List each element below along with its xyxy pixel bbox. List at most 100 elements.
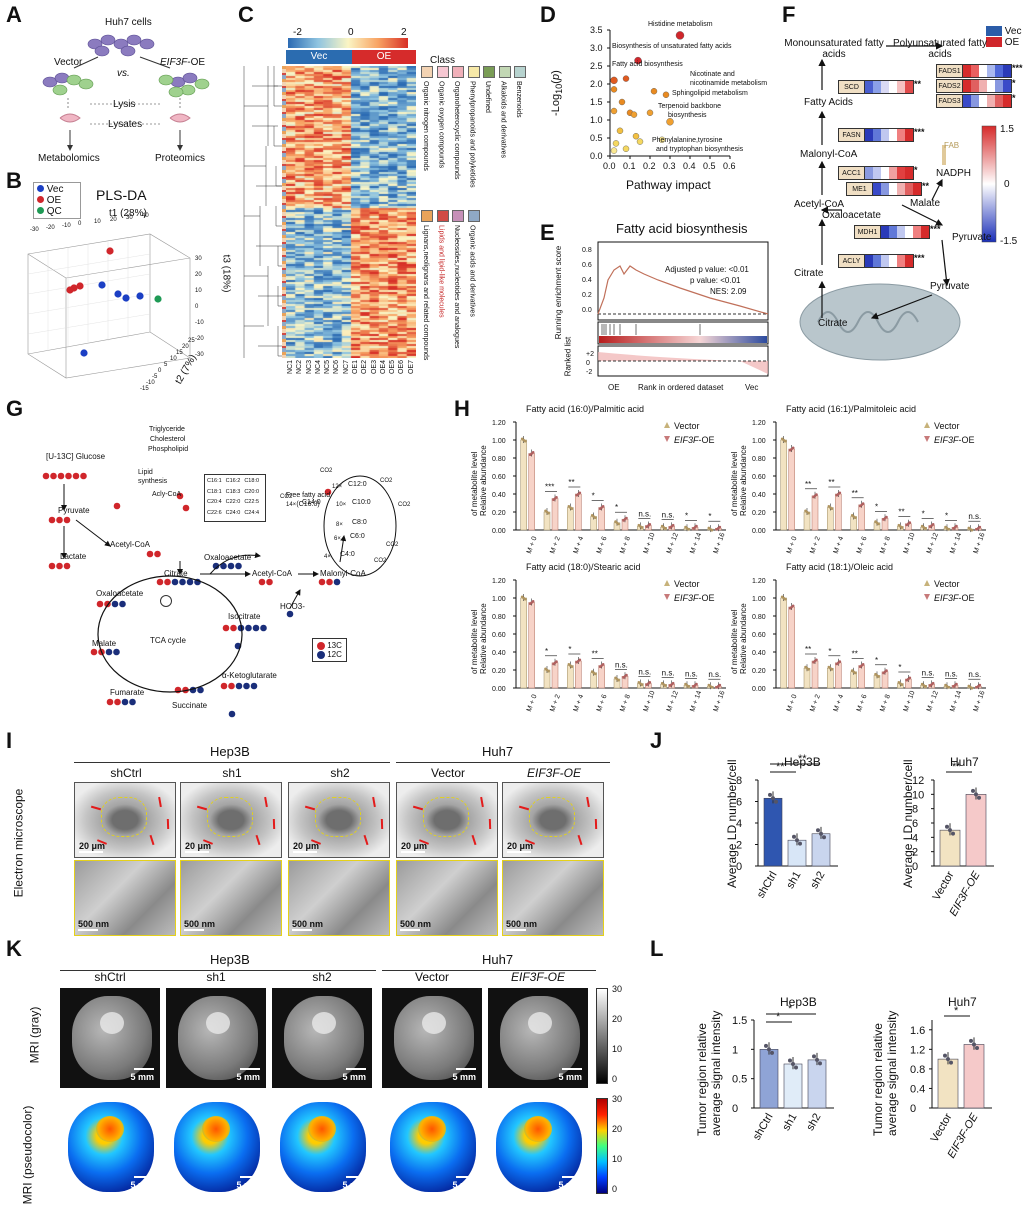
g-citrate-carbon (186, 578, 194, 586)
h-xtick-label: M + 14 (949, 690, 963, 713)
h-sig-label: * (898, 663, 901, 672)
h-dot-vector (830, 507, 834, 510)
k-mri-gray-organ (72, 996, 152, 1080)
h-sig-label: ** (852, 489, 858, 498)
k-cbar-tick-pseudo: 10 (612, 1154, 623, 1164)
j-bar-charts: Average LD number/cell Average LD number/… (725, 753, 994, 918)
h-xtick-label: M + 8 (619, 694, 632, 713)
h-dot-vector (970, 687, 974, 690)
h-dot-oe (578, 491, 582, 495)
k-row1-label: MRI (gray) (27, 1006, 42, 1064)
j-hep3b-ytick-label: 6 (736, 797, 742, 809)
h-xtick-label: M + 6 (596, 536, 609, 555)
g-acetyl2-carbon (258, 578, 266, 586)
h-xtick-label: M + 16 (973, 690, 987, 713)
g-glucose-carbon (50, 472, 57, 480)
l-huh7-dot (969, 1038, 973, 1043)
i-scale-label: 20 μm (401, 841, 428, 851)
h-sig-label: n.s. (922, 668, 935, 677)
h-dot-oe (885, 669, 888, 672)
j-hep3b-ytick-label: 2 (736, 840, 742, 852)
e-xlabel: Rank in ordered dataset (638, 383, 724, 392)
h-xtick-label: M + 14 (689, 690, 703, 713)
g-acyl: Acly-CoA (152, 491, 182, 498)
f-gene-cell (987, 95, 995, 107)
d-xtick-label: 0.0 (603, 161, 616, 171)
e-title: Fatty acid biosynthesis (616, 221, 748, 236)
j-hep3b-dot (792, 834, 796, 839)
h-bar-oe (811, 660, 819, 689)
c-classes-bottom: Lignans,neolignans and related compounds… (421, 210, 531, 360)
k-scalebar (134, 1176, 154, 1178)
k-mri-tumor (422, 1012, 446, 1034)
h-bar-charts: Fatty acid (16:0)/Palmitic acid 0.00 0.20 0… (470, 404, 987, 713)
j-huh7-ytick-label: 8 (912, 804, 918, 816)
g-chain-entry: C22:5 (244, 499, 260, 505)
g-chain-count: 6× (334, 536, 341, 542)
k-scalebar (562, 1068, 582, 1070)
c-class-swatch (514, 66, 526, 78)
h-sig-label: ** (805, 645, 811, 654)
h-dot-vector (617, 678, 620, 682)
g-fumarate: Fumarate (110, 688, 145, 697)
f-gene-cell (881, 255, 889, 267)
j-huh7-dot (974, 792, 978, 797)
f-gene-cell (971, 80, 979, 92)
k-cbar-tick-gray: 20 (612, 1014, 623, 1024)
d-annotation: Terpenoid backbone (658, 103, 721, 110)
d-ytick-label: 0.0 (590, 151, 603, 161)
panel-label-b: B (6, 168, 22, 193)
d-pathway-chart: 0.0 0.1 0.2 0.3 0.4 0.5 0.6 0.0 0.5 1.0 1.5 2.0 2.5 3… (590, 21, 767, 171)
h-dot-vector (593, 672, 597, 676)
plsda-point (66, 286, 74, 294)
f-acetyl: Acetyl-CoA (794, 199, 845, 210)
i-scale-label: 20 μm (185, 841, 212, 851)
g-co2-label: CO2 (380, 478, 393, 484)
a-metabolomics-label: Metabolomics (38, 153, 100, 164)
h-bar-oe (598, 507, 605, 531)
k-scale-label: 5 mm (558, 1180, 582, 1190)
i-scalebar (185, 851, 209, 853)
b-t1-tick: 10 (94, 219, 101, 225)
k-cond-label: EIF3F-OE (510, 970, 565, 984)
g-oaa2-carbon (212, 562, 220, 570)
h-sig-label: n.s. (708, 670, 721, 679)
i-scalebar (79, 851, 103, 853)
b-legend-item-oe: OE (37, 195, 77, 206)
c-sample-label: NC4 (314, 360, 322, 375)
d-ytick-label: 1.0 (590, 115, 603, 125)
f-pyruvate2: Pyruvate (930, 281, 970, 292)
b-t1-tick: 20 (110, 217, 117, 223)
g-akg-carbon (220, 682, 228, 690)
f-gene-cell (905, 81, 913, 93)
f-gene-cell (1003, 65, 1011, 77)
h-bar-oe (551, 662, 559, 689)
c-group-oe (352, 50, 416, 64)
k-scale-label: 5 mm (342, 1072, 366, 1082)
panel-i-em: Hep3B Huh7 Electron microscope shCtrl 20 … (0, 728, 650, 938)
j-hep3b-dot (798, 841, 802, 846)
l-ylabel-2: Tumor region relative (871, 1023, 885, 1136)
c-heatmap-grid (286, 66, 416, 358)
h-bar-oe (575, 493, 582, 531)
h-dot-vector (923, 685, 927, 688)
i-em-bottom-image: 500 nm (288, 860, 390, 936)
f-gene-cell (889, 167, 897, 179)
k-cond-label: shCtrl (94, 970, 126, 984)
h-chart-title: Fatty acid (16:1)/Palmitoleic acid (786, 404, 916, 414)
f-mufa: Monounsaturated fatty acids (784, 38, 884, 60)
d-pathway-point (646, 109, 654, 117)
g-hco3: HCO3- (280, 602, 305, 611)
h-dot-oe (718, 683, 722, 687)
g-chain-node: C12:0 (348, 481, 367, 488)
h-dot-oe (885, 515, 888, 519)
k-cbar-tick-pseudo: 0 (612, 1184, 618, 1194)
c-class-title: Class (430, 55, 456, 66)
i-nucleus-outline (423, 797, 469, 837)
h-xtick-label: M + 8 (619, 536, 632, 555)
f-gene-cell (897, 226, 905, 238)
b-t2-tick: 0 (158, 368, 162, 374)
panel-label-f: F (782, 2, 796, 27)
b-t2-tick: 25 (188, 338, 195, 344)
g-arrow (339, 535, 347, 563)
